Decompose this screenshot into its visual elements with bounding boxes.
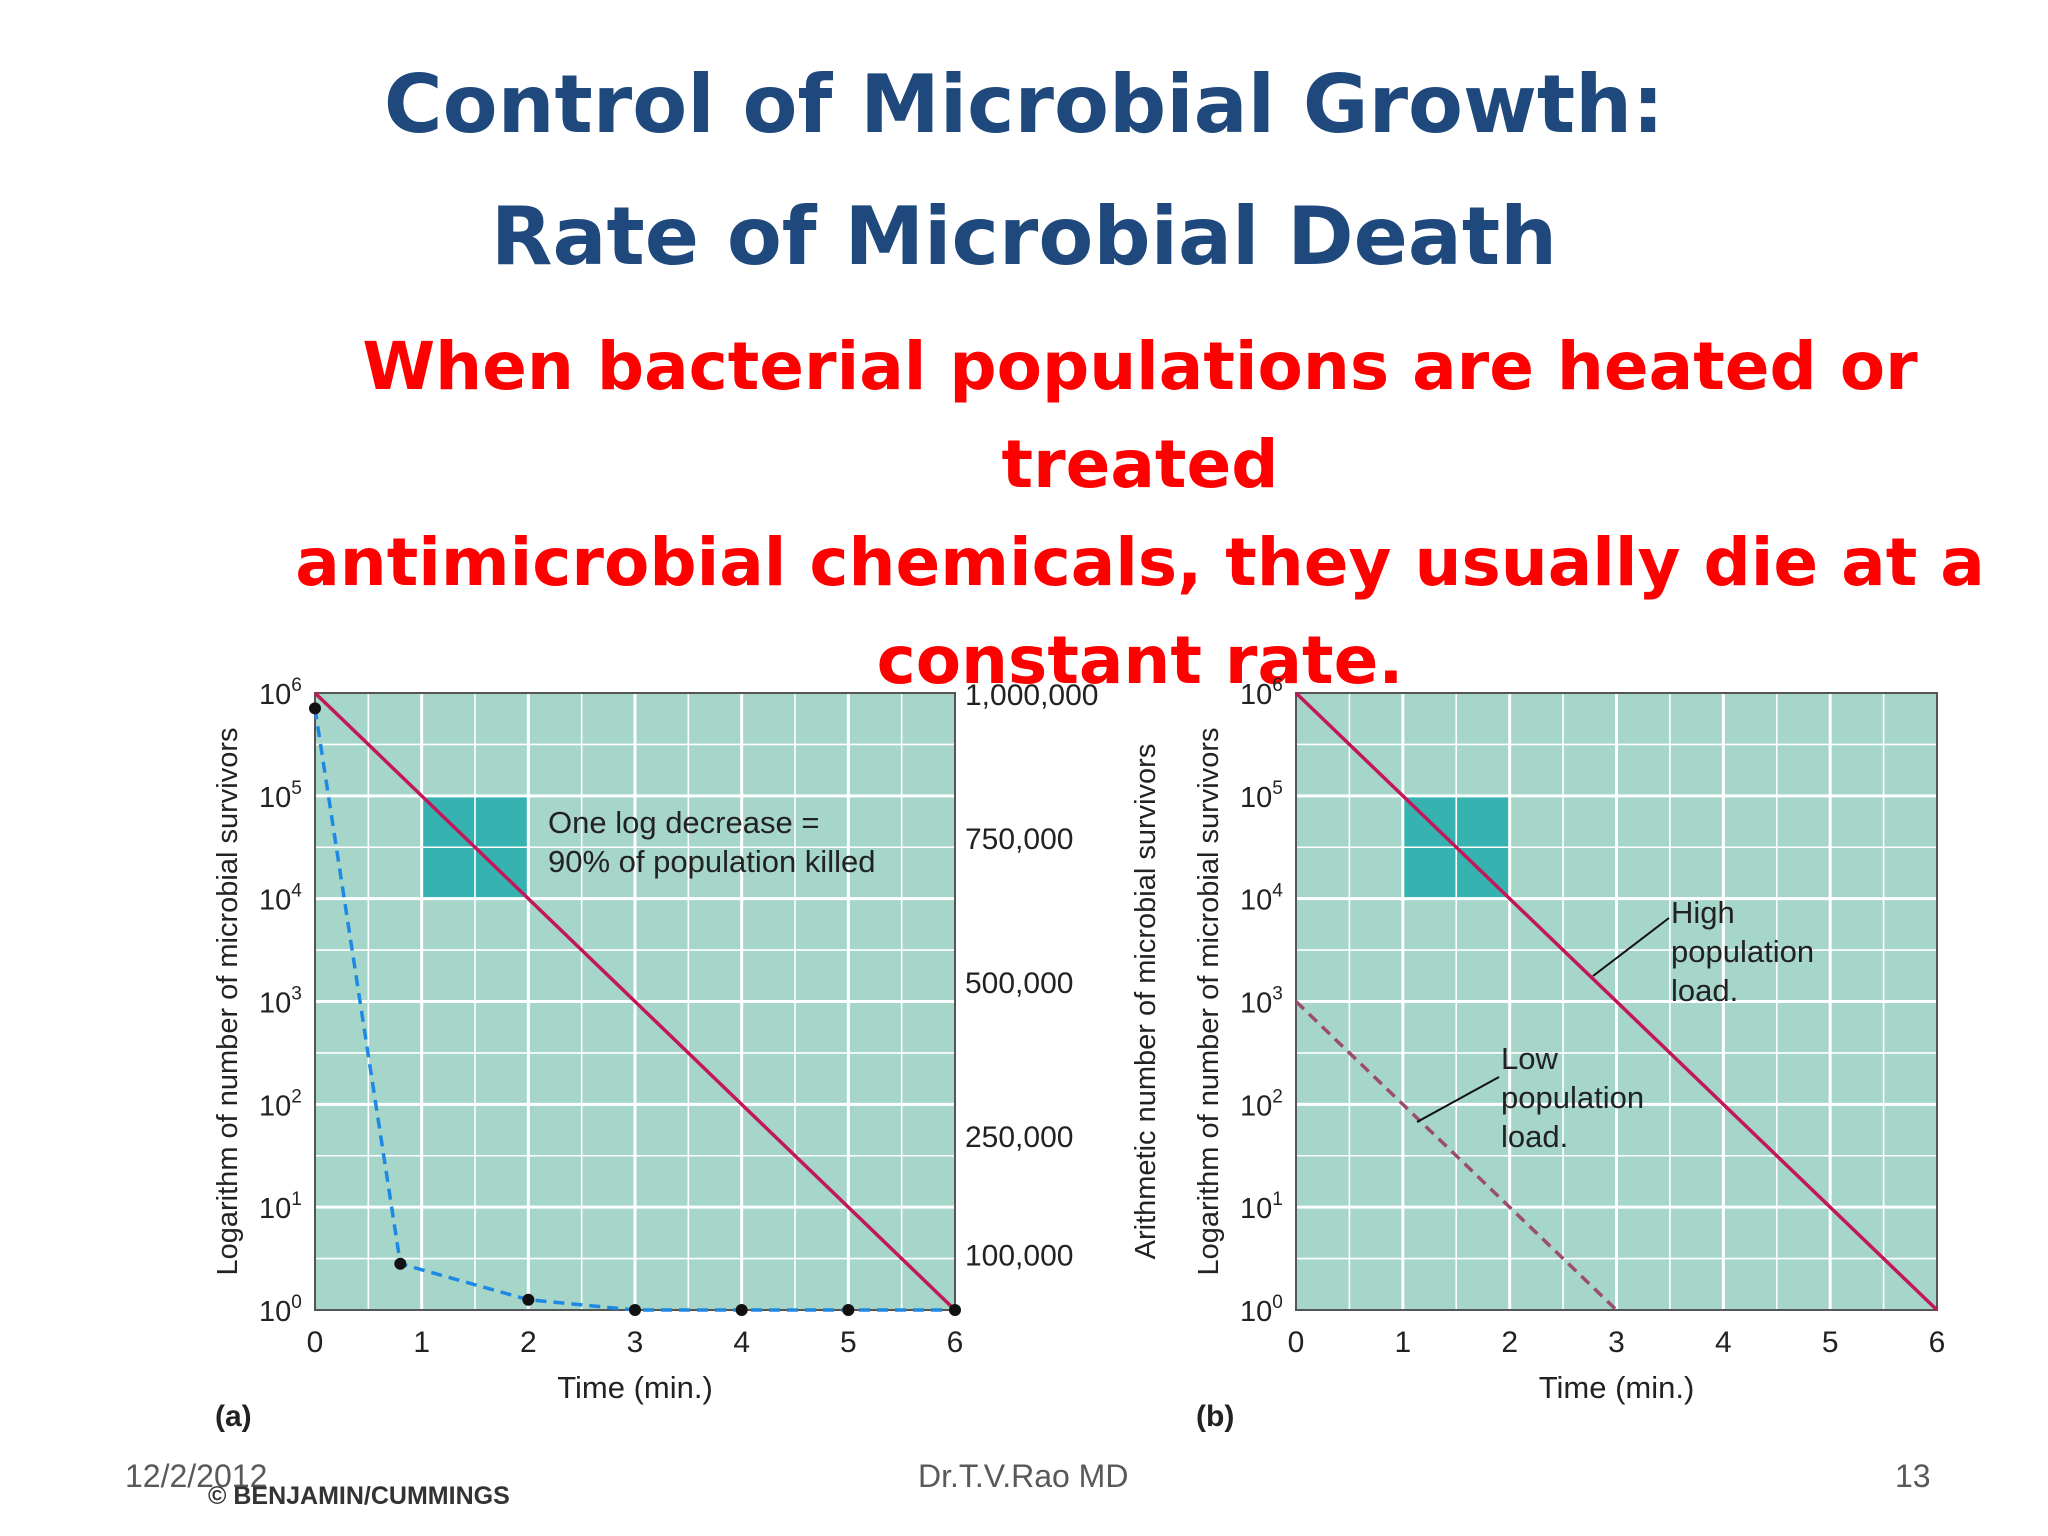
- chart-b: 0 1 2 3 4 5 6 100 101 102 103 104 105 106 Time (min.) L…: [1193, 675, 1945, 1405]
- x-tick-label: 2: [520, 1326, 537, 1359]
- right-axis-label: Arithmetic number of microbial survivors: [1130, 744, 1162, 1260]
- data-point: [842, 1304, 855, 1316]
- data-point: [735, 1304, 748, 1316]
- right-tick-label: 1,000,000: [965, 679, 1098, 712]
- data-point: [309, 702, 321, 715]
- x-tick-label: 3: [627, 1326, 644, 1359]
- x-tick-label: 6: [947, 1326, 964, 1359]
- subtitle-line: antimicrobial chemicals, they usually di…: [295, 524, 1985, 601]
- y-tick-label: 102: [259, 1086, 302, 1122]
- data-point: [629, 1304, 641, 1316]
- annotation-leader-line: [1416, 1076, 1500, 1123]
- series-line-solid: [313, 691, 957, 1312]
- annotation-low-load: population: [1501, 1080, 1644, 1115]
- x-tick-label: 4: [733, 1326, 750, 1359]
- x-tick-label: 1: [413, 1326, 430, 1359]
- y-tick-label: 100: [1240, 1292, 1283, 1328]
- slide-subtitle: When bacterial populations are heated or…: [290, 318, 1990, 710]
- series-line-dashed: [1294, 1000, 1618, 1312]
- annotation-low-load: load.: [1501, 1119, 1568, 1154]
- y-tick-label: 101: [259, 1189, 302, 1225]
- panel-label-a: (a): [215, 1400, 252, 1433]
- x-tick-label: 6: [1929, 1326, 1946, 1359]
- annotation-text: 90% of population killed: [548, 844, 875, 879]
- right-tick-label: 100,000: [965, 1239, 1073, 1272]
- annotation-leader-line: [1592, 917, 1670, 977]
- y-tick-label: 104: [1240, 881, 1283, 917]
- x-tick-label: 5: [1822, 1326, 1839, 1359]
- annotation-high-load: population: [1671, 934, 1814, 969]
- copyright-credit: © BENJAMIN/CUMMINGS: [208, 1482, 510, 1510]
- footer-date: 12/2/2012: [125, 1458, 268, 1494]
- panel-label-b: (b): [1196, 1400, 1235, 1433]
- subtitle-line: constant rate.: [876, 622, 1404, 699]
- x-axis-label: Time (min.): [1539, 1370, 1695, 1405]
- footer-author: Dr.T.V.Rao MD: [918, 1458, 1129, 1494]
- y-tick-label: 103: [259, 984, 302, 1020]
- slide-title-line1: Control of Microbial Growth:: [383, 58, 1665, 151]
- right-tick-label: 750,000: [965, 823, 1073, 856]
- y-tick-label: 105: [1240, 778, 1283, 814]
- y-axis-label: Logarithm of number of microbial survivo…: [212, 728, 244, 1276]
- annotation-low-load: Low: [1501, 1041, 1558, 1076]
- x-tick-label: 5: [840, 1326, 857, 1359]
- x-tick-label: 0: [307, 1326, 324, 1359]
- x-tick-label: 1: [1394, 1326, 1411, 1359]
- y-tick-label: 100: [259, 1292, 302, 1328]
- x-tick-label: 3: [1608, 1326, 1625, 1359]
- data-point: [522, 1293, 535, 1306]
- y-tick-label: 105: [259, 778, 302, 814]
- x-axis-label: Time (min.): [557, 1370, 713, 1405]
- y-tick-label: 101: [1240, 1189, 1283, 1225]
- annotation-text: One log decrease =: [548, 805, 819, 840]
- chart-a: 0 1 2 3 4 5 6 100 101 102 103 104 105 106 Time (min.) L…: [212, 675, 1162, 1405]
- right-tick-label: 250,000: [965, 1121, 1073, 1154]
- y-tick-label: 106: [259, 675, 302, 711]
- right-tick-label: 500,000: [965, 967, 1073, 1000]
- data-point: [394, 1257, 407, 1270]
- x-tick-label: 0: [1288, 1326, 1305, 1359]
- y-tick-label: 102: [1240, 1086, 1283, 1122]
- x-tick-label: 2: [1501, 1326, 1518, 1359]
- data-point: [949, 1304, 961, 1316]
- subtitle-line: When bacterial populations are heated or…: [362, 328, 1918, 503]
- slide-title-line2: Rate of Microbial Death: [490, 190, 1558, 283]
- y-tick-label: 106: [1240, 675, 1283, 711]
- annotation-high-load: High: [1671, 895, 1735, 930]
- series-line-solid: [1294, 691, 1939, 1312]
- y-axis-label: Logarithm of number of microbial survivo…: [1193, 728, 1225, 1276]
- y-tick-label: 104: [259, 881, 302, 917]
- x-tick-label: 4: [1715, 1326, 1732, 1359]
- annotation-high-load: load.: [1671, 973, 1738, 1008]
- footer-page-number: 13: [1895, 1458, 1931, 1494]
- y-tick-label: 103: [1240, 984, 1283, 1020]
